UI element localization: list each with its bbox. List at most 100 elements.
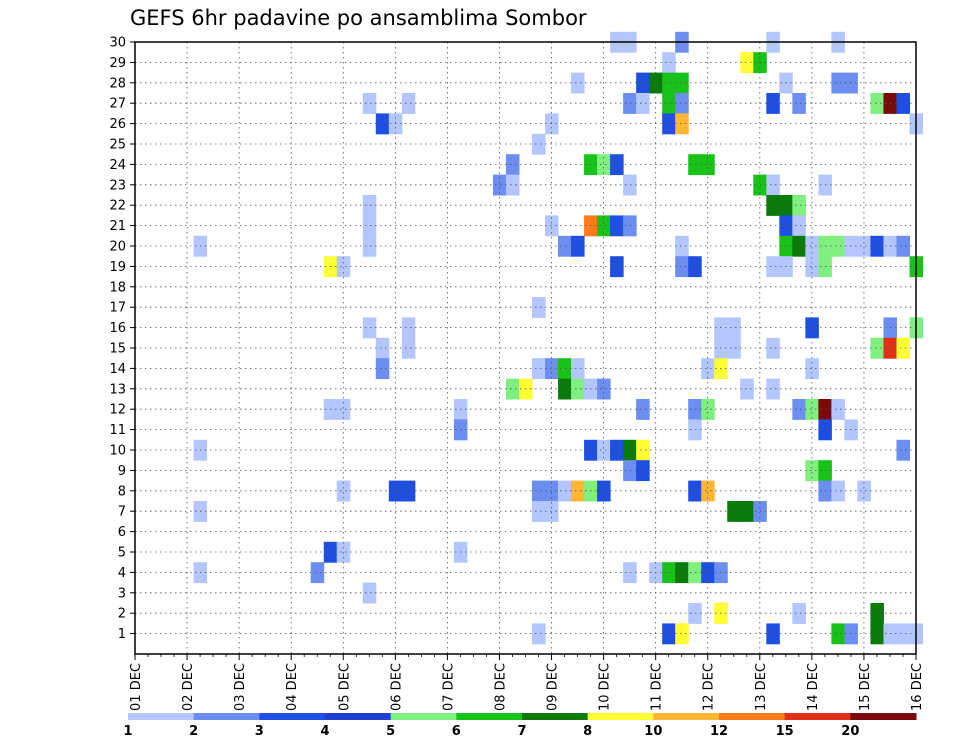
heatmap-cell xyxy=(623,174,637,196)
heatmap-cell xyxy=(610,154,624,176)
heatmap-cell xyxy=(831,399,845,420)
colorbar-swatch xyxy=(390,713,457,720)
colorbar-swatch xyxy=(193,713,260,720)
y-tick-label: 28 xyxy=(109,76,126,91)
colorbar-swatch xyxy=(128,713,195,720)
heatmap-cell xyxy=(766,195,780,216)
y-axis: 1234567891011121314151617181920212223242… xyxy=(109,36,135,642)
heatmap-cell xyxy=(375,337,390,359)
heatmap-cell xyxy=(896,235,910,257)
colorbar-label: 5 xyxy=(386,724,395,739)
heatmap-cell xyxy=(571,378,585,400)
heatmap-cell xyxy=(597,378,611,400)
heatmap-cell xyxy=(662,93,676,114)
heatmap-cell xyxy=(870,93,884,114)
heatmap-cell xyxy=(701,358,715,380)
heatmap-cell xyxy=(636,399,650,420)
colorbar-swatch xyxy=(522,713,589,720)
colorbar-label: 2 xyxy=(189,724,198,739)
x-tick-label: 06 DEC xyxy=(389,663,404,711)
y-tick-label: 11 xyxy=(109,423,126,438)
x-tick-label: 14 DEC xyxy=(806,663,821,711)
y-tick-label: 25 xyxy=(109,138,126,153)
chart-title: GEFS 6hr padavine po ansamblima Sombor xyxy=(130,6,587,30)
x-tick-label: 09 DEC xyxy=(546,663,561,711)
heatmap-cell xyxy=(532,358,546,380)
colorbar-label: 1 xyxy=(123,724,132,739)
heatmap-cell xyxy=(505,174,520,196)
heatmap-cell xyxy=(740,378,754,400)
y-tick-label: 21 xyxy=(109,219,126,234)
heatmap-cell xyxy=(571,358,585,380)
heatmap-cell xyxy=(662,72,676,94)
heatmap-cell xyxy=(532,297,546,318)
heatmap-cell xyxy=(505,154,520,176)
y-tick-label: 5 xyxy=(118,546,126,561)
heatmap-cell xyxy=(545,113,559,135)
x-tick-label: 13 DEC xyxy=(754,663,769,711)
y-tick-label: 12 xyxy=(109,403,126,418)
heatmap-cell xyxy=(610,256,624,278)
y-tick-label: 1 xyxy=(118,627,126,642)
heatmap-cell xyxy=(623,460,637,482)
heatmap-cell xyxy=(675,256,689,278)
y-tick-label: 27 xyxy=(109,97,126,112)
y-tick-label: 20 xyxy=(109,240,126,255)
heatmap-cell xyxy=(831,235,845,257)
heatmap-cell xyxy=(610,215,624,237)
heatmap-cell xyxy=(870,235,884,257)
heatmap-cell xyxy=(805,235,819,257)
x-tick-label: 03 DEC xyxy=(233,663,248,711)
heatmap-cell xyxy=(623,93,637,114)
colorbar-swatch xyxy=(325,713,392,720)
x-tick-label: 11 DEC xyxy=(650,663,665,711)
heatmap-cell xyxy=(336,399,351,420)
y-tick-label: 9 xyxy=(118,464,126,479)
heatmap-cell xyxy=(688,562,702,584)
heatmap-cell xyxy=(362,215,377,237)
heatmap-cell xyxy=(792,93,806,114)
heatmap-cell xyxy=(727,501,741,522)
colorbar-swatch xyxy=(456,713,523,720)
y-tick-label: 17 xyxy=(109,301,126,316)
heatmap-cell xyxy=(375,358,390,380)
heatmap-cell xyxy=(623,215,637,237)
heatmap-cell xyxy=(310,562,325,584)
y-tick-label: 3 xyxy=(118,586,126,601)
heatmap-cell xyxy=(896,93,910,114)
heatmap-cell xyxy=(571,235,585,257)
heatmap-cell xyxy=(362,195,377,216)
y-tick-label: 24 xyxy=(109,158,126,173)
heatmap-cell xyxy=(740,52,754,74)
heatmap-cell xyxy=(375,113,390,135)
heatmap-cell xyxy=(688,399,702,420)
y-tick-label: 4 xyxy=(118,566,126,581)
y-tick-label: 7 xyxy=(118,505,126,520)
y-tick-label: 23 xyxy=(109,178,126,193)
dotted-grid xyxy=(135,42,916,654)
heatmap-cell xyxy=(558,358,572,380)
heatmap-cell xyxy=(675,623,689,645)
colorbar-label: 7 xyxy=(517,724,526,739)
heatmap-cell xyxy=(766,623,780,645)
y-tick-label: 2 xyxy=(118,607,126,622)
colorbar-label: 10 xyxy=(644,724,662,739)
x-axis: 01 DEC 02 DEC 03 DEC 04 DEC 05 DEC 06 DEC 07 D… xyxy=(129,654,925,711)
heatmap-cell xyxy=(857,235,871,257)
y-tick-label: 26 xyxy=(109,117,126,132)
y-tick-label: 29 xyxy=(109,56,126,71)
heatmap-cell xyxy=(597,439,611,461)
heatmap-cell xyxy=(766,256,780,278)
heatmap-cell xyxy=(831,480,845,502)
heatmap-cell xyxy=(401,480,416,502)
heatmap-cell xyxy=(636,439,650,461)
heatmap-cell xyxy=(727,337,741,359)
heatmap-cell xyxy=(532,133,546,155)
x-tick-label: 01 DEC xyxy=(129,663,144,711)
heatmap-cell xyxy=(701,399,715,420)
heatmap-cell xyxy=(688,154,702,176)
heatmap-cell xyxy=(766,337,780,359)
heatmap-cell xyxy=(792,603,806,624)
heatmap-cell xyxy=(362,582,377,604)
